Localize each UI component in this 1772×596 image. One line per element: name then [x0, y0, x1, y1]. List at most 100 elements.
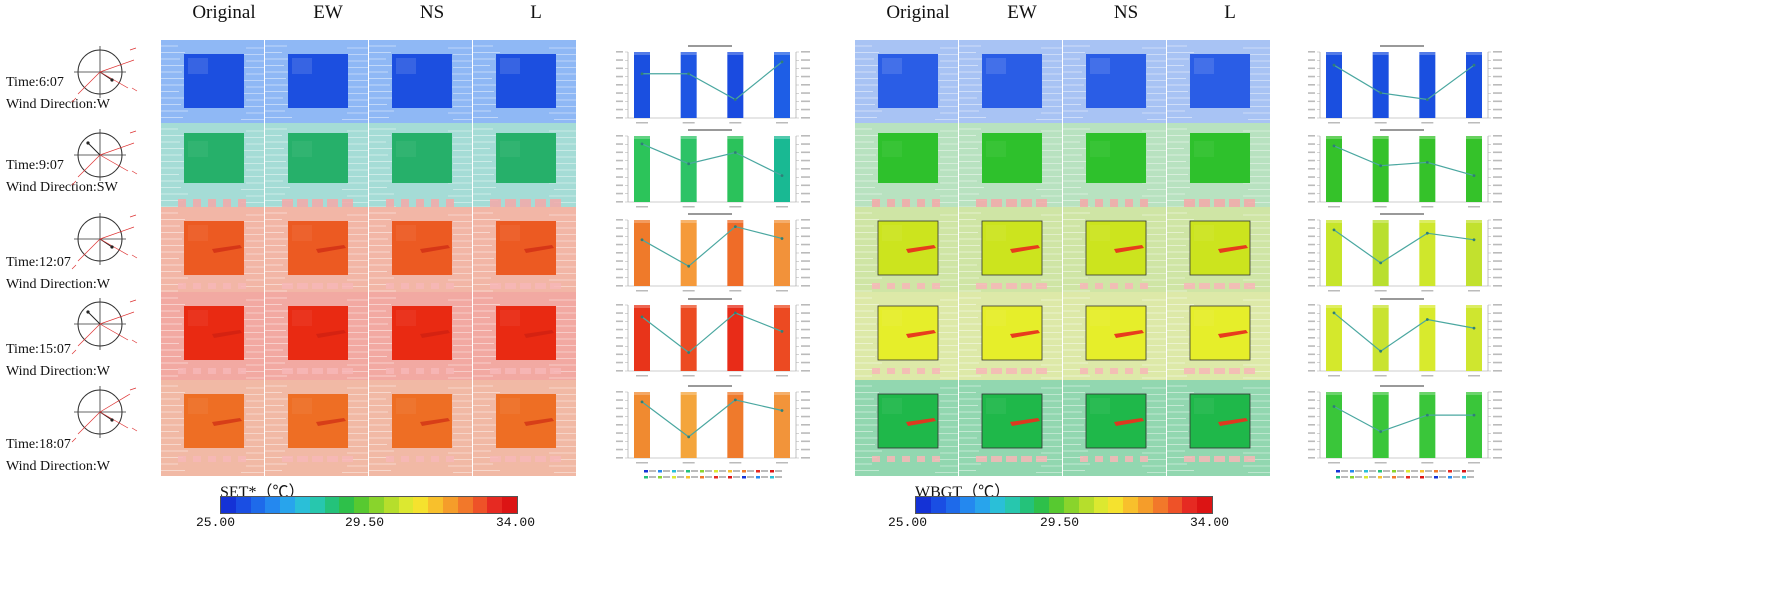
- chart-bar: [1326, 52, 1342, 118]
- compass-diagram: [60, 282, 152, 368]
- legend-swatch: [1108, 497, 1124, 513]
- wind-label: Wind Direction:W: [6, 364, 111, 379]
- legend-swatch: [265, 497, 281, 513]
- wbgt-map-tile: [1166, 40, 1270, 136]
- chart-bar: [1372, 305, 1389, 371]
- wbgt-color-scale: [915, 496, 1213, 514]
- wbgt-map-tile: [1166, 207, 1270, 303]
- chart-bar: [680, 52, 697, 118]
- time-label: Time:18:07: [6, 437, 71, 452]
- chart-bar: [1419, 392, 1436, 458]
- legend-swatch: [916, 497, 931, 513]
- wbgt-scale-max: 34.00: [1190, 515, 1230, 530]
- set-map-tile: [368, 40, 472, 136]
- wbgt-map-tile: [1166, 380, 1270, 476]
- chart-bar: [680, 305, 697, 371]
- legend-swatch: [1197, 497, 1212, 513]
- legend-swatch: [250, 497, 266, 513]
- header-original-right: Original: [886, 2, 950, 23]
- chart-bar: [634, 52, 650, 118]
- set-scale-max: 34.00: [496, 515, 536, 530]
- legend-swatch: [487, 497, 503, 513]
- set-map-tile: [368, 292, 472, 388]
- set-map-tile: [472, 123, 576, 219]
- chart-bar: [1372, 220, 1389, 286]
- legend-swatch: [1093, 497, 1109, 513]
- legend-swatch: [235, 497, 251, 513]
- set-map-tile: [368, 207, 472, 303]
- wind-label: Wind Direction:SW: [6, 180, 118, 195]
- time-label: Time:12:07: [6, 255, 71, 270]
- chart-bar: [1466, 305, 1482, 371]
- wbgt-bar-line-chart: [1292, 382, 1512, 486]
- wbgt-scale-mid: 29.50: [1040, 515, 1080, 530]
- wind-label: Wind Direction:W: [6, 277, 111, 292]
- time-label: Time:9:07: [6, 158, 64, 173]
- set-scale-min: 25.00: [196, 515, 236, 530]
- legend-swatch: [930, 497, 946, 513]
- set-map-tile: [160, 123, 264, 219]
- chart-bar: [727, 220, 744, 286]
- legend-swatch: [960, 497, 976, 513]
- header-l-right: L: [1224, 2, 1236, 23]
- chart-bar: [1419, 136, 1436, 202]
- legend-swatch: [1078, 497, 1094, 513]
- chart-bar: [1326, 392, 1342, 458]
- wbgt-map-tile: [958, 207, 1062, 303]
- wbgt-map-tile: [1062, 123, 1166, 219]
- chart-bar: [634, 392, 650, 458]
- legend-swatch: [324, 497, 340, 513]
- wbgt-map-tile: [1062, 207, 1166, 303]
- row-label-2: Time:9:07 Wind Direction:SW: [6, 158, 118, 196]
- legend-swatch: [442, 497, 458, 513]
- set-map-tile: [160, 380, 264, 476]
- wind-label: Wind Direction:W: [6, 459, 111, 474]
- legend-swatch: [1137, 497, 1153, 513]
- legend-swatch: [502, 497, 517, 513]
- set-map-tile: [368, 123, 472, 219]
- set-map-tile: [368, 380, 472, 476]
- legend-swatch: [1063, 497, 1079, 513]
- legend-swatch: [280, 497, 295, 513]
- time-label: Time:15:07: [6, 342, 71, 357]
- set-map-tile: [472, 207, 576, 303]
- legend-swatch: [398, 497, 414, 513]
- chart-bar: [774, 52, 790, 118]
- header-l-left: L: [530, 2, 542, 23]
- chart-bar: [774, 136, 790, 202]
- chart-bar: [1372, 136, 1389, 202]
- set-map-tile: [264, 380, 368, 476]
- wbgt-map-tile: [958, 292, 1062, 388]
- legend-swatch: [1152, 497, 1168, 513]
- wbgt-map-tile: [958, 380, 1062, 476]
- chart-bar: [727, 305, 744, 371]
- set-map-tile: [472, 292, 576, 388]
- chart-bar: [634, 136, 650, 202]
- wbgt-map-tile: [1166, 123, 1270, 219]
- legend-swatch: [294, 497, 310, 513]
- header-ew-left: EW: [313, 2, 343, 23]
- set-color-scale: [220, 496, 518, 514]
- header-ns-right: NS: [1113, 2, 1139, 23]
- chart-bar: [634, 305, 650, 371]
- row-label-4: Time:15:07 Wind Direction:W: [6, 342, 110, 380]
- wbgt-map-tile: [854, 123, 958, 219]
- chart-bar: [634, 220, 650, 286]
- time-label: Time:6:07: [6, 75, 64, 90]
- wbgt-map-tile: [854, 380, 958, 476]
- legend-swatch: [457, 497, 473, 513]
- wbgt-map-tile: [958, 40, 1062, 136]
- set-map-tile: [264, 292, 368, 388]
- chart-bar: [1466, 52, 1482, 118]
- chart-bar: [1326, 136, 1342, 202]
- legend-swatch: [1182, 497, 1198, 513]
- set-map-tile: [472, 40, 576, 136]
- chart-bar: [1372, 392, 1389, 458]
- wbgt-scale-min: 25.00: [888, 515, 928, 530]
- wbgt-map-tile: [958, 123, 1062, 219]
- row-label-1: Time:6:07 Wind Direction:W: [6, 75, 110, 113]
- legend-swatch: [472, 497, 488, 513]
- wbgt-bar-line-chart: [1292, 295, 1512, 399]
- legend-swatch: [945, 497, 961, 513]
- set-map-tile: [472, 380, 576, 476]
